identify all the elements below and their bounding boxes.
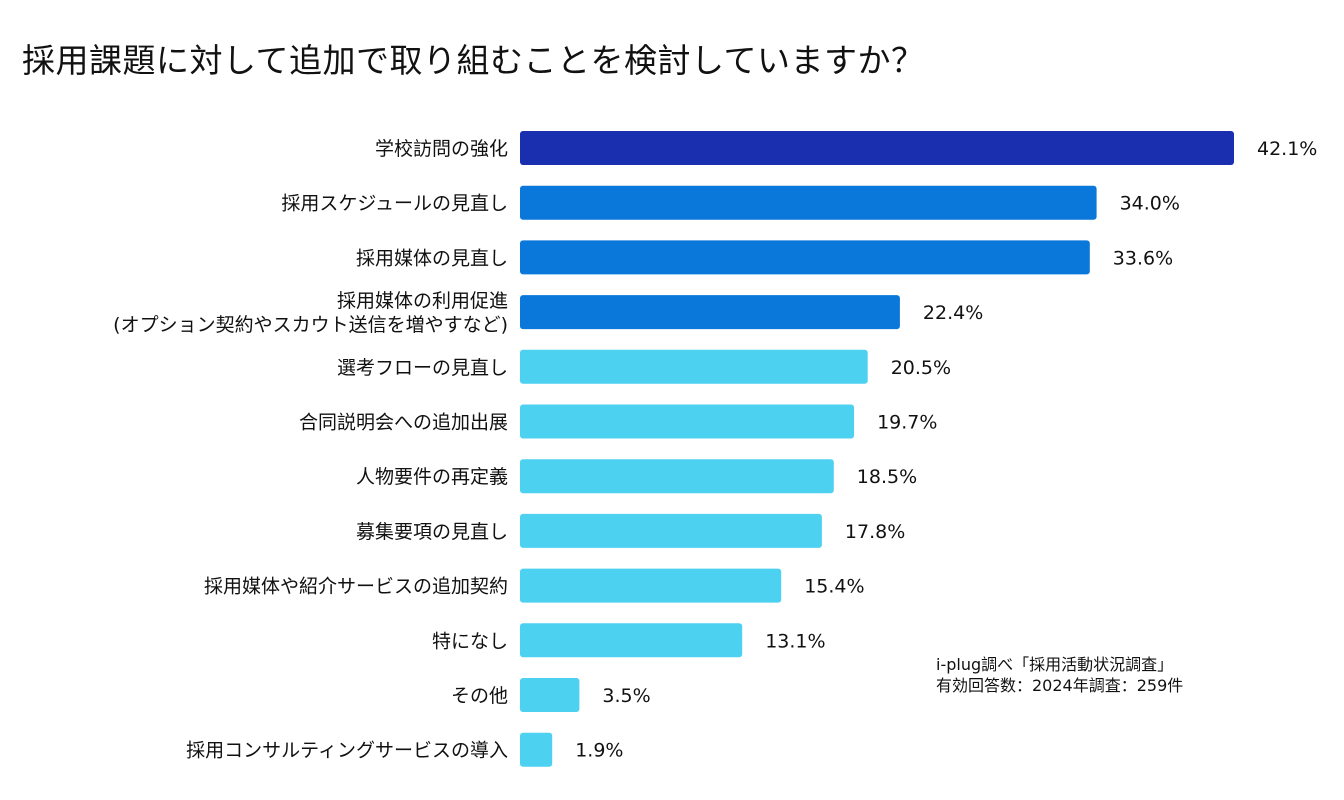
category-label-4-line-1: 採用媒体の利用促進 [337,290,508,312]
bar-4 [520,295,900,330]
value-label-7: 18.5% [857,466,917,488]
category-label-10: 特になし [432,630,508,652]
bar-6 [520,404,855,439]
value-label-3: 33.6% [1113,247,1173,269]
chart-title: 採用課題に対して追加で取り組むことを検討していますか？ [22,41,925,80]
value-label-1: 42.1% [1257,138,1317,160]
category-label-2: 採用スケジュールの見直し [281,193,508,215]
value-label-11: 3.5% [602,685,650,707]
source-note-line-2: 有効回答数：2024年調査：259件 [936,676,1184,695]
bar-8 [520,513,822,548]
category-label-9: 採用媒体や紹介サービスの追加契約 [204,576,508,598]
category-label-7: 人物要件の再定義 [356,466,508,488]
value-label-10: 13.1% [765,630,825,652]
source-note: i-plug調べ「採用活動状況調査」 有効回答数：2024年調査：259件 [936,654,1183,696]
value-label-8: 17.8% [845,521,905,543]
category-label-11: その他 [451,685,508,707]
category-label-5: 選考フローの見直し [337,357,508,379]
bar-12 [520,732,553,767]
category-label-12: 採用コンサルティングサービスの導入 [186,740,508,762]
bar-10 [520,623,743,658]
value-label-9: 15.4% [804,576,864,598]
value-label-5: 20.5% [891,357,951,379]
category-label-3: 採用媒体の見直し [356,247,508,269]
category-label-4-line-2: (オプション契約やスカウト送信を増やすなど) [113,314,508,336]
bar-9 [520,568,782,603]
category-label-8: 募集要項の見直し [356,521,508,543]
value-label-2: 34.0% [1120,193,1180,215]
value-label-12: 1.9% [575,740,623,762]
source-note-line-1: i-plug調べ「採用活動状況調査」 [936,655,1174,674]
bar-7 [520,459,834,494]
value-label-6: 19.7% [877,412,937,434]
bar-11 [520,678,580,712]
bar-3 [520,240,1090,275]
category-label-1: 学校訪問の強化 [375,138,508,160]
value-label-4: 22.4% [923,302,983,324]
bar-1 [520,131,1234,165]
bar-2 [520,185,1097,220]
category-label-6: 合同説明会への追加出展 [299,412,508,434]
bar-5 [520,349,868,384]
